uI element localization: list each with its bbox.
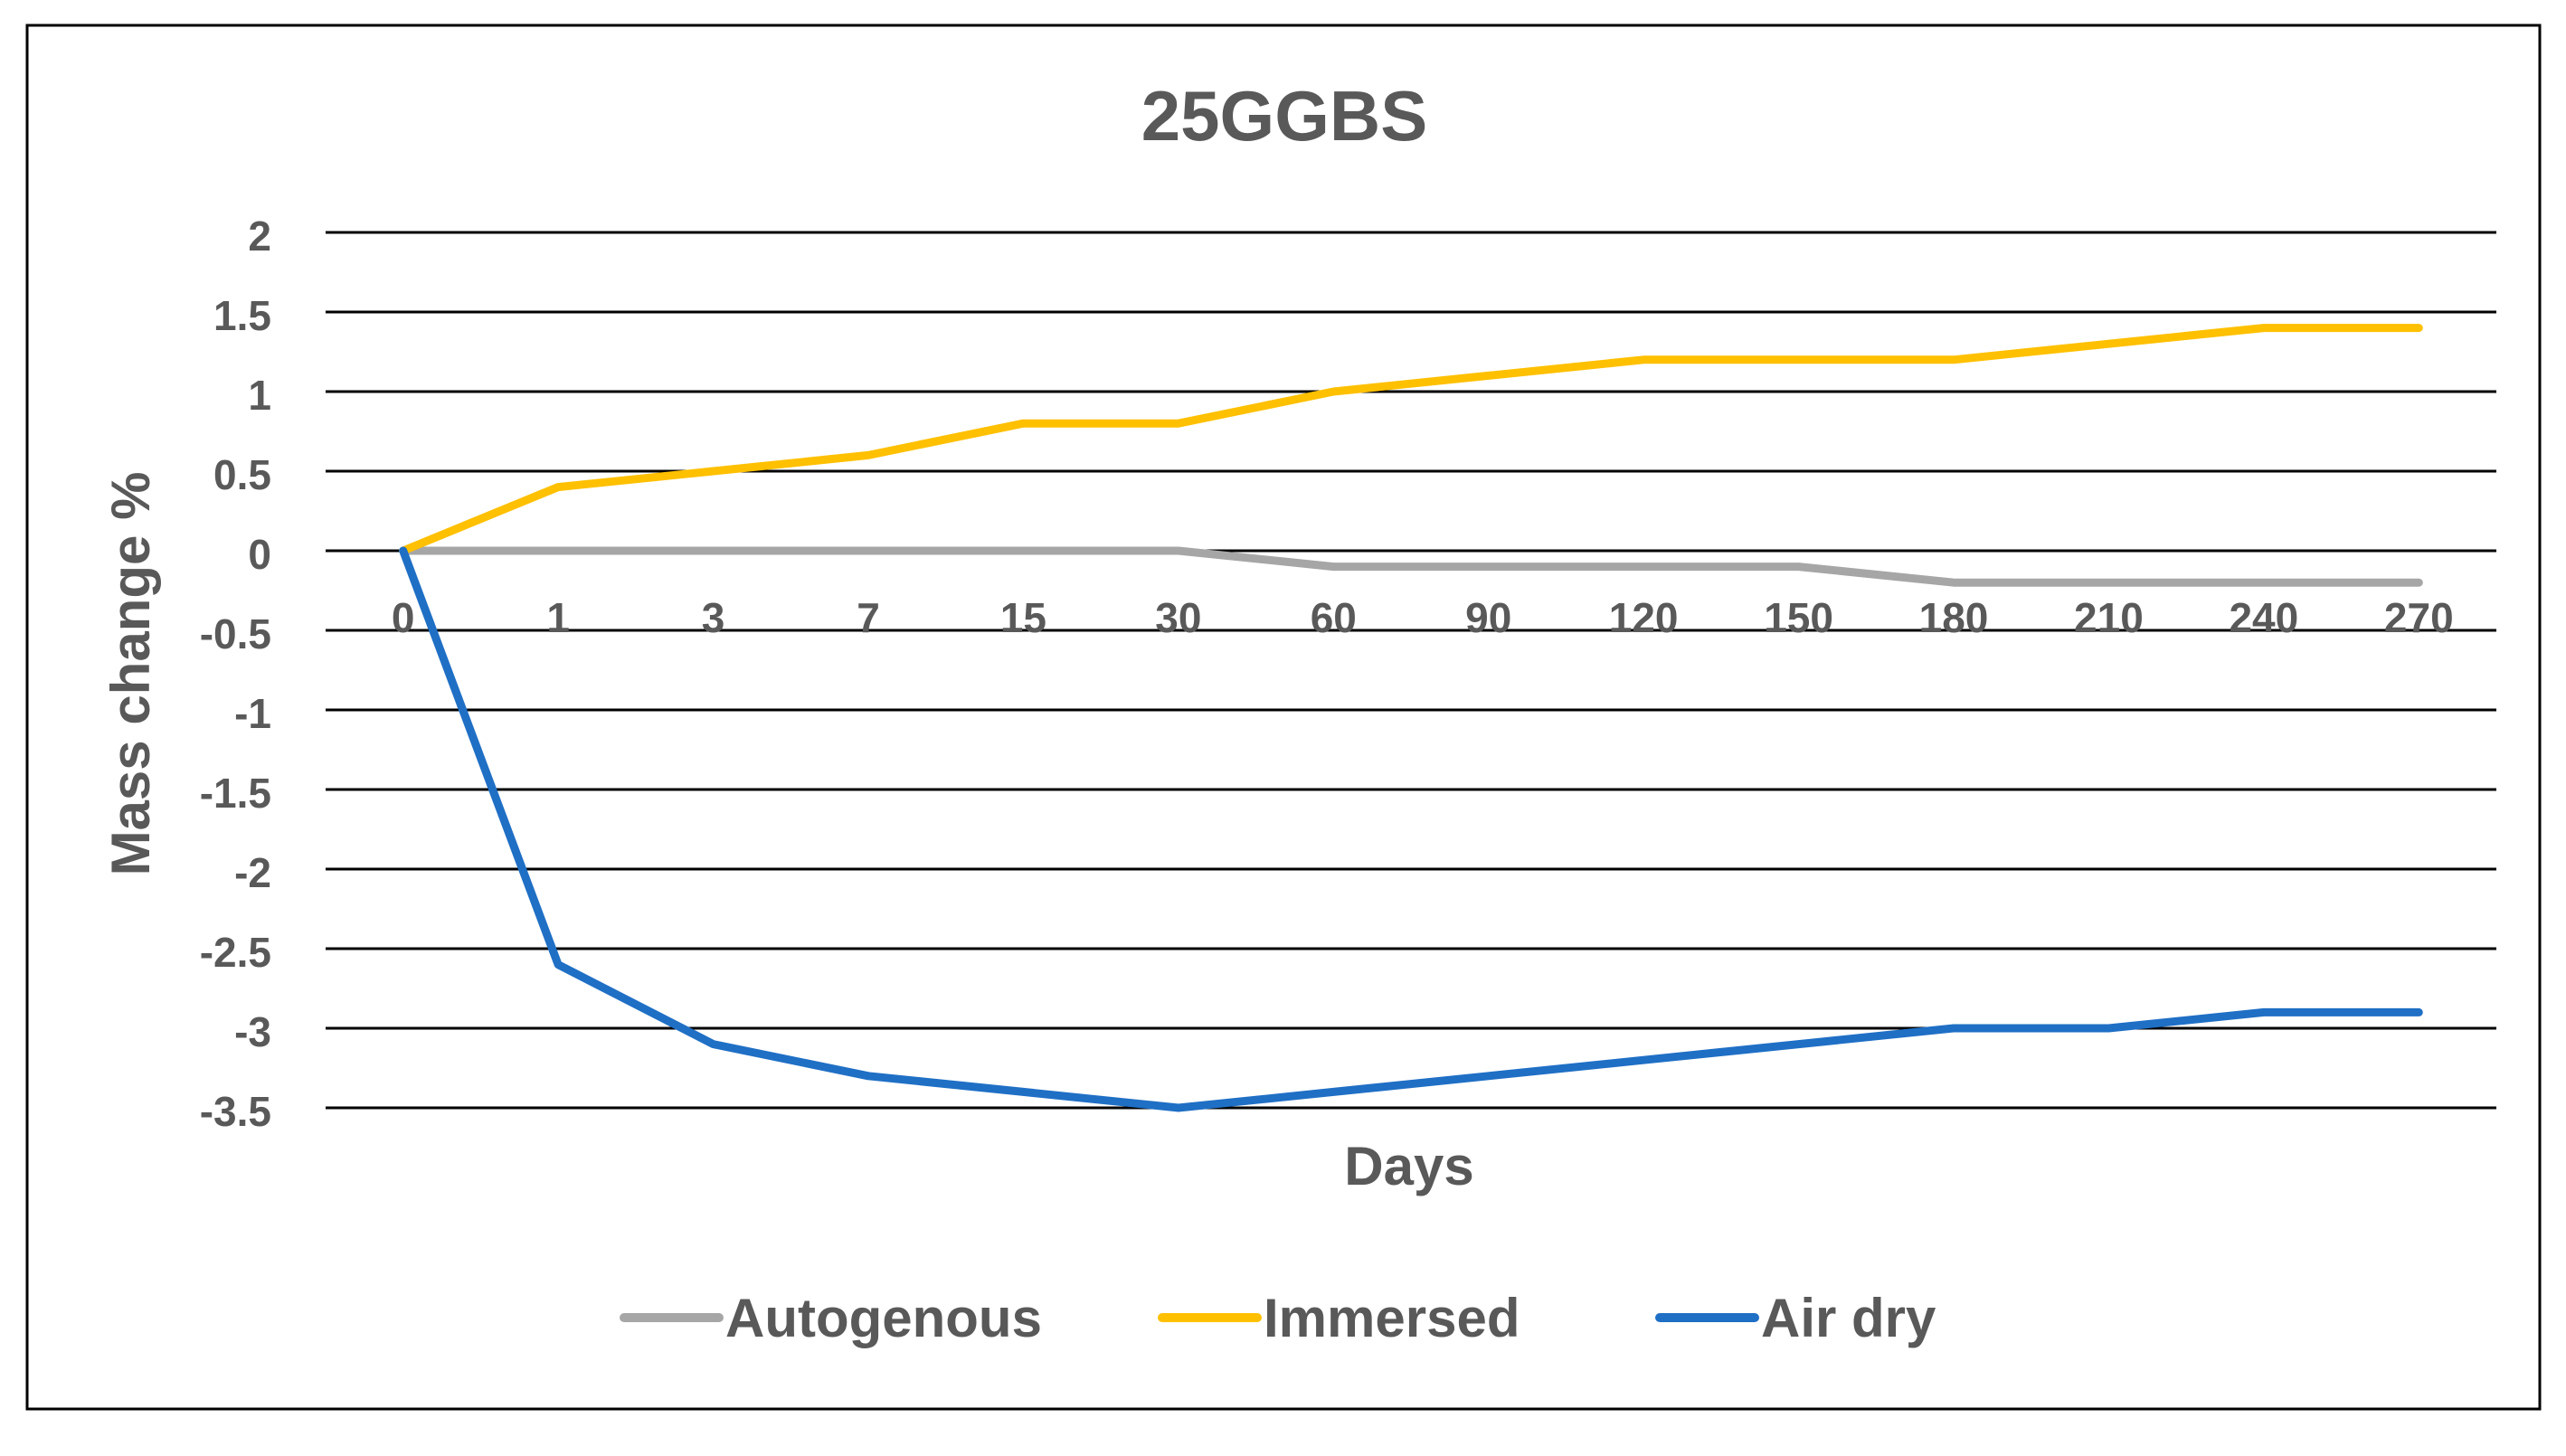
- y-axis-label: Mass change %: [100, 472, 161, 876]
- x-tick-label: 3: [702, 594, 725, 641]
- y-tick-label: 0: [248, 531, 271, 578]
- series-line-air-dry: [399, 546, 2423, 1112]
- legend-label-air-dry: Air dry: [1761, 1288, 1936, 1348]
- x-tick-label: 150: [1764, 594, 1833, 641]
- y-tick-label: -1.5: [200, 770, 271, 817]
- x-tick-label: 7: [857, 594, 880, 641]
- x-axis-label: Days: [1344, 1136, 1473, 1196]
- x-tick-label: 1: [546, 594, 570, 641]
- chart-title: 25GGBS: [1141, 76, 1427, 156]
- y-tick-label: 2: [248, 213, 271, 260]
- y-tick-label: 0.5: [213, 451, 271, 498]
- x-tick-label: 60: [1311, 594, 1357, 641]
- y-tick-label: 1: [248, 372, 271, 419]
- y-tick-label: -3: [234, 1008, 271, 1055]
- chart-border: [25, 24, 2542, 1411]
- x-tick-label: 0: [392, 594, 415, 641]
- x-tick-label: 15: [1000, 594, 1046, 641]
- y-tick-label: 1.5: [213, 292, 271, 339]
- x-axis-ticks: 0 1 3 7 15 30 60 90 120 150 180 210 240 270: [392, 594, 2454, 641]
- x-tick-label: 240: [2229, 594, 2298, 641]
- y-axis-ticks: 2 1.5 1 0.5 0 -0.5 -1 -1.5 -2 -2.5 -3 -3.5: [200, 213, 271, 1135]
- x-tick-label: 270: [2384, 594, 2454, 641]
- series-line-autogenous: [399, 546, 2423, 587]
- y-tick-label: -0.5: [200, 610, 271, 657]
- series-lines: [399, 324, 2423, 1112]
- y-tick-label: -1: [234, 690, 271, 737]
- y-tick-label: -2: [234, 849, 271, 896]
- x-tick-label: 90: [1465, 594, 1511, 641]
- legend-label-autogenous: Autogenous: [725, 1288, 1042, 1348]
- x-tick-label: 120: [1609, 594, 1679, 641]
- gridlines: [326, 231, 2496, 1110]
- y-tick-label: -2.5: [200, 929, 271, 976]
- legend-label-immersed: Immersed: [1264, 1288, 1520, 1348]
- series-line-immersed: [399, 324, 2423, 555]
- y-tick-label: -3.5: [200, 1088, 271, 1135]
- x-tick-label: 30: [1155, 594, 1201, 641]
- x-tick-label: 210: [2074, 594, 2144, 641]
- legend: Autogenous Immersed Air dry: [620, 1288, 1936, 1348]
- x-tick-label: 180: [1919, 594, 1989, 641]
